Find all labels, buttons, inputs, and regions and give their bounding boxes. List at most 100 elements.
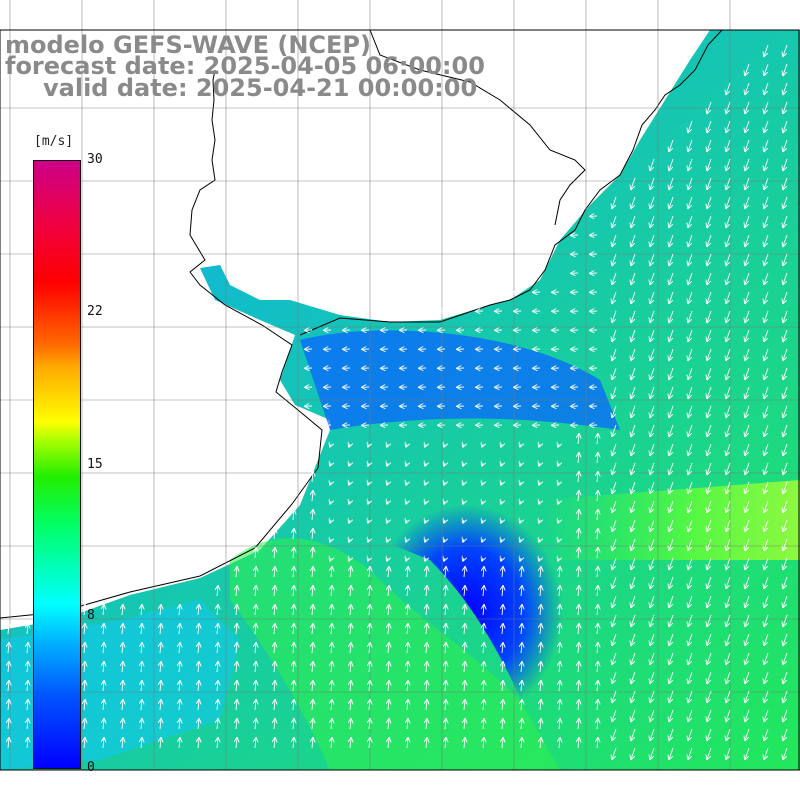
- wind-arrow: [650, 671, 655, 683]
- wind-arrow: [8, 662, 9, 673]
- wind-arrow: [783, 120, 788, 132]
- wind-arrow: [612, 709, 617, 721]
- wind-arrow: [483, 700, 484, 711]
- wind-arrow: [745, 234, 750, 246]
- wind-arrow: [726, 158, 731, 170]
- wind-arrow: [745, 196, 750, 208]
- wind-arrow: [650, 177, 655, 189]
- wind-arrow: [783, 538, 788, 550]
- wind-arrow: [198, 624, 199, 635]
- wind-arrow: [483, 681, 484, 692]
- wind-arrow: [122, 700, 123, 711]
- wind-arrow: [407, 719, 408, 730]
- wind-arrow: [103, 719, 104, 730]
- wind-arrow: [783, 158, 788, 170]
- wind-arrow: [539, 539, 540, 542]
- colorbar-unit: [m/s]: [34, 134, 74, 149]
- wind-arrow: [745, 424, 750, 436]
- wind-arrow: [707, 215, 712, 227]
- wind-arrow: [612, 671, 617, 683]
- wind-arrow: [539, 444, 540, 447]
- wind-arrow: [274, 548, 275, 559]
- wind-arrow: [612, 443, 617, 455]
- wind-arrow: [764, 63, 769, 75]
- wind-arrow: [707, 291, 712, 303]
- wind-arrow: [179, 719, 180, 730]
- wind-arrow: [745, 348, 750, 360]
- wind-arrow: [688, 386, 693, 398]
- wind-arrow: [558, 501, 559, 504]
- wind-arrow: [726, 329, 731, 341]
- wind-arrow: [312, 605, 313, 616]
- wind-arrow: [445, 738, 446, 749]
- wind-arrow: [559, 624, 560, 635]
- wind-arrow: [463, 444, 464, 447]
- wind-arrow: [559, 567, 560, 578]
- wind-arrow: [217, 605, 218, 616]
- wind-arrow: [27, 681, 28, 692]
- wind-arrow: [520, 558, 521, 561]
- wind-arrow: [650, 158, 655, 170]
- wind-arrow: [312, 491, 313, 502]
- wind-arrow: [688, 519, 693, 531]
- wind-arrow: [406, 463, 407, 466]
- wind-arrow: [293, 662, 294, 673]
- wind-arrow: [783, 595, 788, 607]
- wind-arrow: [558, 539, 559, 542]
- wind-arrow: [631, 614, 636, 626]
- wind-arrow: [707, 272, 712, 284]
- wind-arrow: [445, 624, 446, 635]
- wind-arrow: [236, 605, 237, 616]
- wind-arrow: [726, 576, 731, 588]
- wind-arrow: [236, 738, 237, 749]
- wind-arrow: [707, 690, 712, 702]
- wind-arrow: [612, 253, 617, 265]
- wind-arrow: [688, 462, 693, 474]
- wind-arrow: [688, 671, 693, 683]
- wind-arrow: [707, 462, 712, 474]
- wind-arrow: [122, 605, 123, 616]
- wind-arrow: [520, 501, 521, 504]
- wind-arrow: [783, 405, 788, 417]
- wind-arrow: [707, 538, 712, 550]
- wind-arrow: [745, 139, 750, 151]
- wind-arrow: [463, 558, 464, 561]
- wind-arrow: [312, 472, 313, 483]
- wind-arrow: [707, 652, 712, 664]
- wind-arrow: [764, 557, 769, 569]
- wind-arrow: [783, 424, 788, 436]
- wind-arrow: [688, 728, 693, 740]
- wind-arrow: [764, 44, 769, 56]
- wind-arrow: [764, 500, 769, 512]
- wind-arrow: [141, 624, 142, 635]
- wind-arrow: [539, 520, 540, 523]
- wind-arrow: [160, 681, 161, 692]
- wind-arrow: [688, 595, 693, 607]
- wind-arrow: [745, 728, 750, 740]
- wind-arrow: [464, 605, 465, 616]
- wind-arrow: [388, 738, 389, 749]
- wind-arrow: [745, 576, 750, 588]
- wind-arrow: [631, 272, 636, 284]
- wind-arrow: [255, 605, 256, 616]
- wind-arrow: [160, 643, 161, 654]
- wind-arrow: [688, 234, 693, 246]
- wind-arrow: [331, 681, 332, 692]
- wind-arrow: [745, 747, 750, 759]
- wind-arrow: [597, 548, 598, 559]
- wind-arrow: [559, 605, 560, 616]
- wind-arrow: [122, 643, 123, 654]
- wind-arrow: [160, 719, 161, 730]
- wind-arrow: [688, 405, 693, 417]
- wind-arrow: [501, 539, 502, 542]
- wind-arrow: [520, 482, 521, 485]
- wind-arrow: [521, 605, 522, 616]
- wind-arrow: [726, 234, 731, 246]
- wind-arrow: [726, 443, 731, 455]
- wind-arrow: [312, 510, 313, 521]
- wind-arrow: [369, 700, 370, 711]
- wind-arrow: [198, 605, 199, 616]
- wind-arrow: [407, 700, 408, 711]
- wind-arrow: [559, 586, 560, 597]
- wind-arrow: [764, 310, 769, 322]
